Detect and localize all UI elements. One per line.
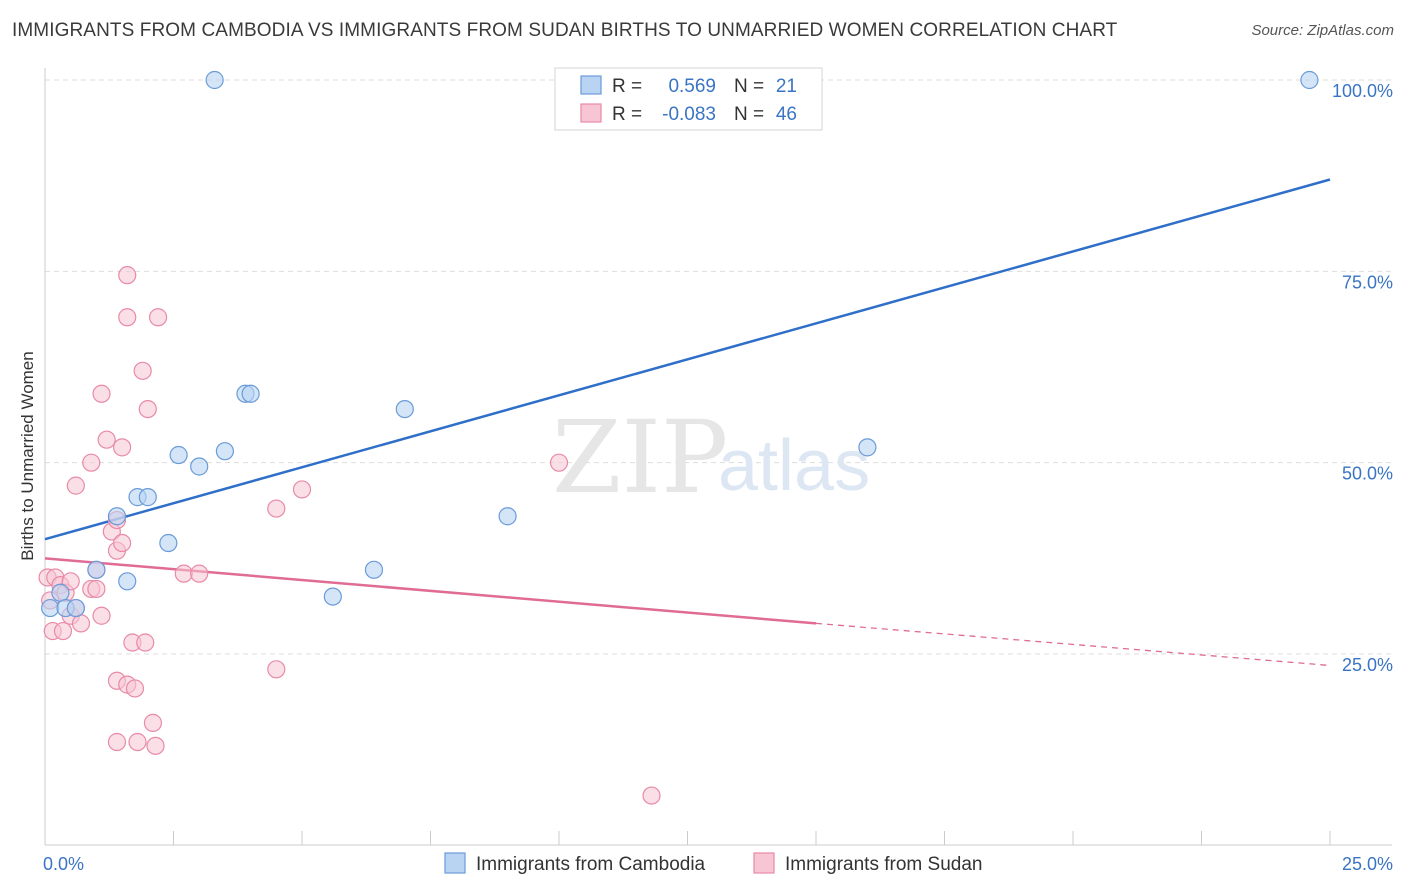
point-cambodia-9 [159, 533, 178, 553]
legend-r-label-2: R = [612, 104, 642, 125]
point-cambodia-12 [205, 70, 224, 90]
tick-labels: 25.0% 50.0% 75.0% 100.0% 0.0% 25.0% [43, 81, 1393, 874]
point-sudan-44 [642, 786, 661, 805]
point-sudan-35 [143, 713, 163, 732]
trend-line-sudan [44, 557, 817, 625]
trend-line-sudan-extension [815, 622, 1331, 667]
point-sudan-34 [138, 399, 157, 419]
point-sudan-36 [146, 736, 165, 755]
source-credit: Source: ZipAtlas.com [1251, 22, 1394, 39]
y-tick-label-75: 75.0% [1342, 272, 1393, 292]
point-sudan-41 [267, 499, 286, 518]
watermark-zip: ZIP [552, 399, 728, 516]
point-sudan-31 [128, 732, 147, 752]
series-legend-label-cambodia: Immigrants from Cambodia [476, 854, 706, 875]
watermark-atlas: atlas [718, 426, 870, 506]
point-sudan-18 [97, 430, 116, 449]
stats-legend: R = 0.569 N = 21 R = -0.083 N = 46 [554, 67, 823, 131]
point-cambodia-0 [41, 598, 60, 618]
point-cambodia-3 [66, 598, 85, 618]
legend-n-value-1: 21 [776, 76, 797, 97]
point-sudan-10 [66, 476, 85, 495]
point-sudan-40 [267, 660, 286, 679]
legend-n-value-2: 46 [776, 104, 797, 125]
point-sudan-17 [92, 384, 111, 403]
legend-r-value-2: -0.083 [662, 104, 716, 125]
point-cambodia-15 [241, 384, 260, 403]
point-sudan-11 [71, 614, 91, 633]
legend-swatch-sudan [580, 103, 602, 123]
point-cambodia-13 [215, 442, 234, 461]
point-sudan-39 [190, 564, 209, 583]
gridlines [45, 79, 1392, 655]
point-sudan-25 [112, 438, 132, 457]
y-tick-label-25: 25.0% [1342, 655, 1393, 675]
point-sudan-28 [118, 308, 137, 327]
x-tick-label-max: 25.0% [1342, 854, 1393, 874]
point-sudan-8 [61, 572, 80, 591]
point-cambodia-5 [107, 507, 127, 526]
legend-n-label-2: N = [734, 104, 764, 125]
legend-n-label-1: N = [734, 76, 764, 97]
point-sudan-37 [148, 308, 168, 327]
legend-swatch-cambodia [580, 75, 602, 95]
axes [44, 68, 1392, 846]
point-cambodia-16 [323, 587, 342, 606]
data-points [38, 70, 1319, 805]
point-cambodia-6 [118, 572, 137, 591]
point-cambodia-8 [138, 488, 157, 507]
point-sudan-22 [112, 533, 132, 553]
point-sudan-30 [125, 679, 145, 698]
series-legend: Immigrants from Cambodia Immigrants from… [444, 852, 982, 875]
y-tick-label-100: 100.0% [1332, 81, 1393, 101]
series-legend-swatch-sudan [753, 852, 775, 874]
point-cambodia-11 [190, 457, 209, 476]
point-cambodia-18 [395, 399, 414, 419]
point-sudan-38 [174, 564, 193, 583]
series-legend-label-sudan: Immigrants from Sudan [785, 854, 982, 875]
point-sudan-14 [87, 579, 106, 599]
point-sudan-24 [107, 732, 127, 752]
point-sudan-42 [292, 480, 312, 499]
y-tick-label-50: 50.0% [1342, 464, 1393, 484]
point-sudan-32 [133, 361, 152, 380]
trend-line-cambodia [44, 178, 1331, 541]
trend-lines [44, 178, 1331, 667]
point-sudan-16 [92, 606, 111, 625]
point-sudan-27 [118, 266, 137, 285]
point-cambodia-19 [498, 507, 517, 526]
y-axis-title: Births to Unmarried Women [18, 351, 37, 560]
watermark: ZIP atlas [552, 399, 870, 516]
point-sudan-5 [53, 621, 73, 641]
point-cambodia-4 [87, 560, 106, 579]
point-sudan-43 [549, 453, 569, 472]
point-cambodia-17 [364, 560, 384, 579]
x-tick-label-min: 0.0% [43, 854, 84, 874]
point-cambodia-20 [858, 438, 877, 457]
point-sudan-13 [82, 453, 101, 472]
point-cambodia-1 [51, 583, 70, 602]
legend-r-value-1: 0.569 [668, 76, 716, 97]
point-cambodia-10 [169, 445, 188, 465]
series-legend-swatch-cambodia [444, 852, 466, 874]
point-sudan-33 [136, 633, 155, 652]
point-cambodia-21 [1300, 70, 1319, 90]
legend-r-label-1: R = [612, 76, 642, 97]
chart-title: IMMIGRANTS FROM CAMBODIA VS IMMIGRANTS F… [12, 20, 1118, 41]
